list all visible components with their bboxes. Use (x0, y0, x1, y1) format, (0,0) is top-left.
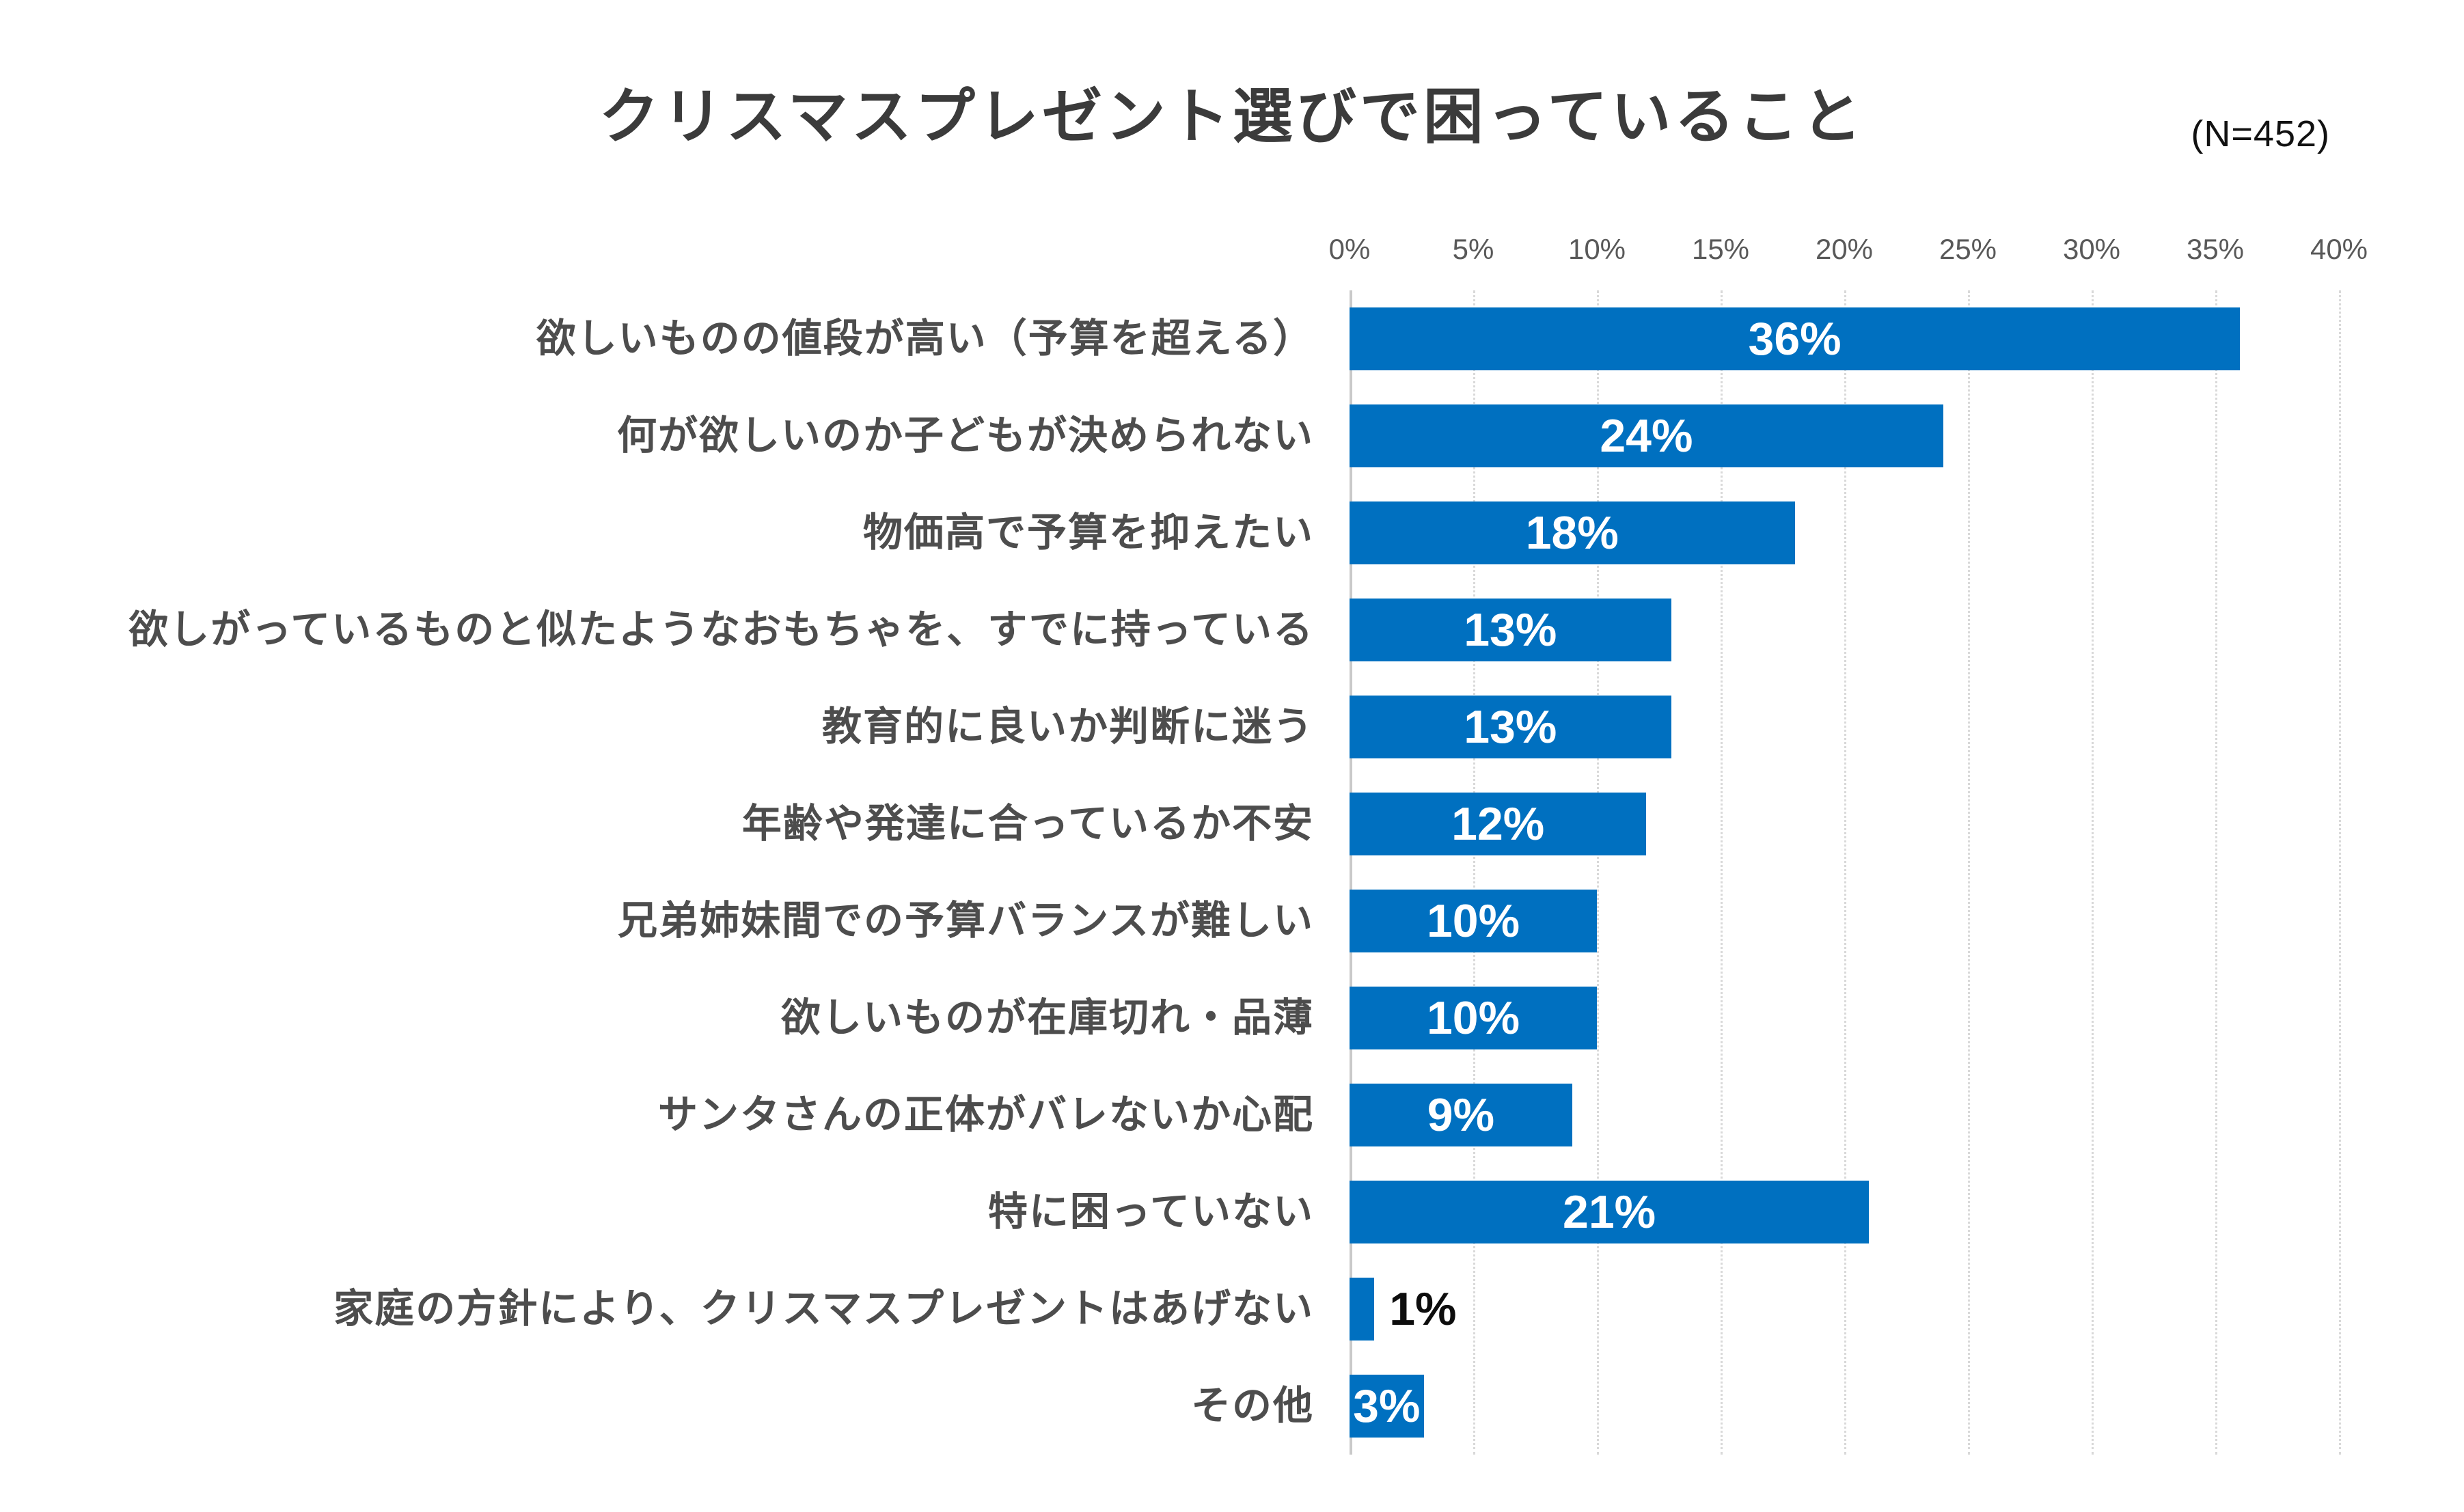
bar-track: 10% (1350, 970, 2339, 1067)
category-label: 家庭の方針により、クリスマスプレゼントはあげない (333, 1287, 1314, 1332)
axis-tick-label: 15% (1691, 233, 1750, 265)
bar-track: 3% (1350, 1358, 2339, 1455)
category-label: 特に困っていない (987, 1190, 1314, 1235)
bar: 10% (1350, 987, 1597, 1049)
chart-row: サンタさんの正体がバレないか心配 9% (0, 1067, 2464, 1164)
chart-row: 欲しがっているものと似たようなおもちゃを、すでに持っている 13% (0, 581, 2464, 678)
chart-row: 何が欲しいのか子どもが決められない 24% (0, 387, 2464, 484)
bar: 10% (1350, 890, 1597, 952)
chart-row: 欲しいものが在庫切れ・品薄 10% (0, 970, 2464, 1067)
chart-rows: 欲しいものの値段が高い（予算を超える） 36% 何が欲しいのか子どもが決められな… (0, 290, 2464, 1455)
bar-track: 18% (1350, 484, 2339, 581)
bar-track: 21% (1350, 1164, 2339, 1261)
bar-track: 24% (1350, 387, 2339, 484)
bar: 24% (1350, 404, 1943, 467)
axis-tick-label: 35% (2186, 233, 2245, 265)
category-label: 物価高で予算を抑えたい (862, 510, 1314, 555)
bar-value-label: 10% (1426, 992, 1520, 1044)
bar: 36% (1350, 307, 2241, 370)
bar: 18% (1350, 501, 1795, 564)
bar-track: 36% (1350, 290, 2339, 387)
axis-tick-label: 40% (2310, 233, 2368, 265)
chart-title: クリスマスプレゼント選びで困っていること (599, 83, 1865, 150)
bar-value-label: 9% (1427, 1089, 1495, 1141)
bar-track: 13% (1350, 581, 2339, 678)
chart-row: 物価高で予算を抑えたい 18% (0, 484, 2464, 581)
axis-tick-label: 5% (1452, 233, 1494, 265)
category-label: 教育的に良いか判断に迷う (821, 704, 1314, 750)
category-label: サンタさんの正体がバレないか心配 (657, 1092, 1314, 1138)
chart-row: その他 3% (0, 1358, 2464, 1455)
bar-track: 1% (1350, 1261, 2339, 1358)
axis-tick-row: 0% 5% 10% 15% 20% 25% 30% 35% 40% (1329, 233, 2368, 275)
category-label: 欲しいものが在庫切れ・品薄 (780, 995, 1314, 1041)
axis-tick-label: 30% (2062, 233, 2121, 265)
bar-value-label: 13% (1464, 701, 1557, 753)
category-label: 年齢や発達に合っているか不安 (741, 801, 1314, 847)
bar-track: 13% (1350, 678, 2339, 775)
bar-value-label: 3% (1353, 1380, 1421, 1432)
bar-value-label: 13% (1464, 604, 1557, 656)
bar-value-label: 21% (1563, 1186, 1656, 1238)
bar-track: 9% (1350, 1067, 2339, 1164)
bar-value-label: 24% (1600, 410, 1693, 462)
bar (1350, 1278, 1375, 1341)
chart-row: 欲しいものの値段が高い（予算を超える） 36% (0, 290, 2464, 387)
bar: 21% (1350, 1181, 1870, 1243)
axis-tick-label: 0% (1328, 233, 1371, 265)
bar: 13% (1350, 696, 1671, 758)
bar-value-label: 10% (1426, 895, 1520, 947)
category-label: 欲しいものの値段が高い（予算を超える） (536, 316, 1314, 361)
bar: 9% (1350, 1084, 1572, 1146)
chart-row: 特に困っていない 21% (0, 1164, 2464, 1261)
axis-tick-label: 10% (1568, 233, 1626, 265)
sample-size-label: (N=452) (2191, 113, 2330, 154)
category-label: その他 (1190, 1384, 1314, 1429)
chart-row: 家庭の方針により、クリスマスプレゼントはあげない 1% (0, 1261, 2464, 1358)
chart-row: 年齢や発達に合っているか不安 12% (0, 775, 2464, 872)
category-label: 何が欲しいのか子どもが決められない (616, 413, 1314, 458)
chart-row: 兄弟姉妹間での予算バランスが難しい 10% (0, 872, 2464, 970)
category-label: 兄弟姉妹間での予算バランスが難しい (618, 898, 1314, 944)
bar-value-label: 36% (1748, 313, 1842, 365)
bar-value-label: 12% (1451, 798, 1545, 850)
bar-value-label-outside: 1% (1389, 1283, 1457, 1335)
axis-tick-label: 20% (1815, 233, 1874, 265)
bar-track: 10% (1350, 872, 2339, 970)
bar: 13% (1350, 599, 1671, 661)
bar: 3% (1350, 1375, 1424, 1438)
bar: 12% (1350, 793, 1647, 855)
bar-track: 12% (1350, 775, 2339, 872)
bar-value-label: 18% (1525, 507, 1619, 559)
axis-tick-label: 25% (1939, 233, 1997, 265)
category-label: 欲しがっているものと似たようなおもちゃを、すでに持っている (128, 607, 1314, 652)
chart-row: 教育的に良いか判断に迷う 13% (0, 678, 2464, 775)
